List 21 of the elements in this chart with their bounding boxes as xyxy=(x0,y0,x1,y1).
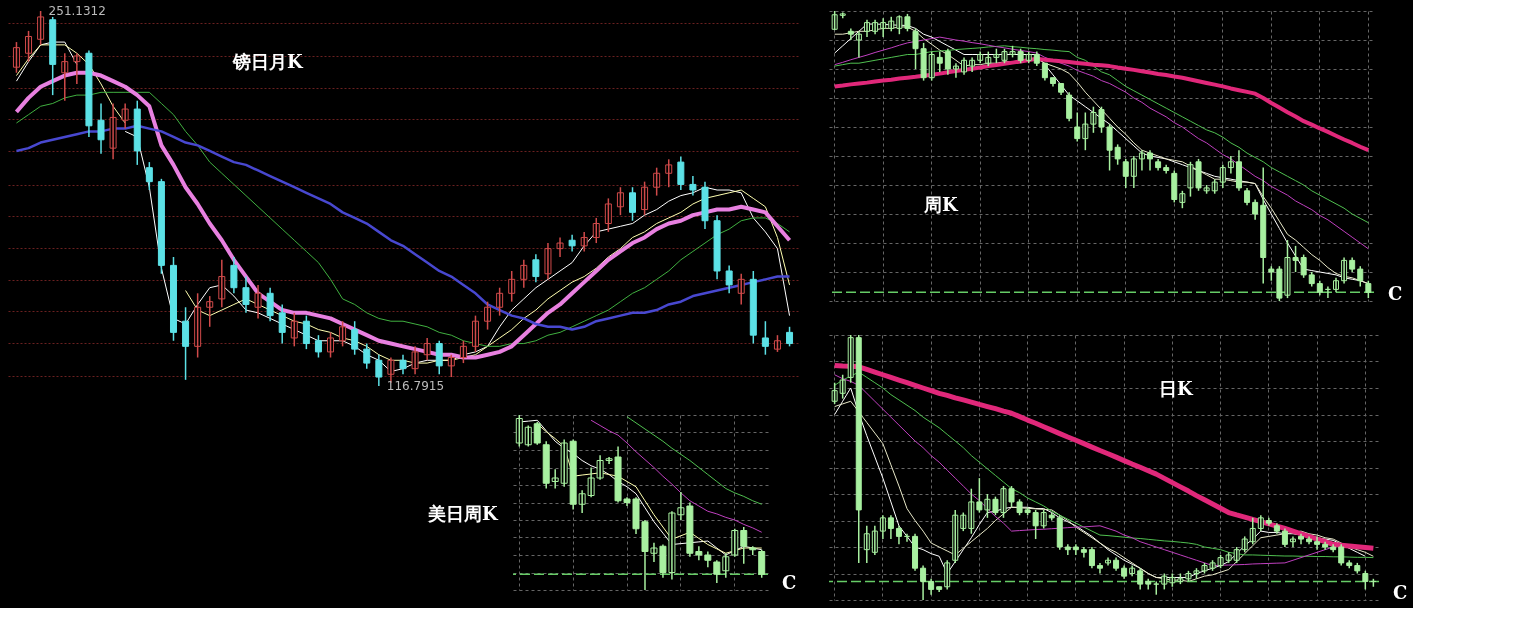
text: 美日周K xyxy=(427,503,499,524)
candlestick xyxy=(556,236,564,258)
candlestick xyxy=(689,175,697,197)
candlestick xyxy=(831,381,838,405)
candlestick xyxy=(73,52,81,85)
text: 周K xyxy=(923,194,959,215)
annotation: 116.7915 xyxy=(386,379,445,393)
candlestick xyxy=(327,331,335,359)
text: C xyxy=(782,572,797,593)
text: 日K xyxy=(1159,378,1194,399)
candlestick xyxy=(206,295,214,328)
text: 镑日月K xyxy=(232,51,304,72)
candlestick xyxy=(725,264,733,295)
text: C xyxy=(1388,283,1403,304)
annotation: 251.1312 xyxy=(48,4,106,18)
candlestick xyxy=(314,334,322,359)
candlestick xyxy=(447,353,455,378)
text: C xyxy=(1393,582,1408,603)
candlestick xyxy=(952,62,959,79)
candlestick xyxy=(665,158,673,188)
candlestick xyxy=(761,320,769,356)
